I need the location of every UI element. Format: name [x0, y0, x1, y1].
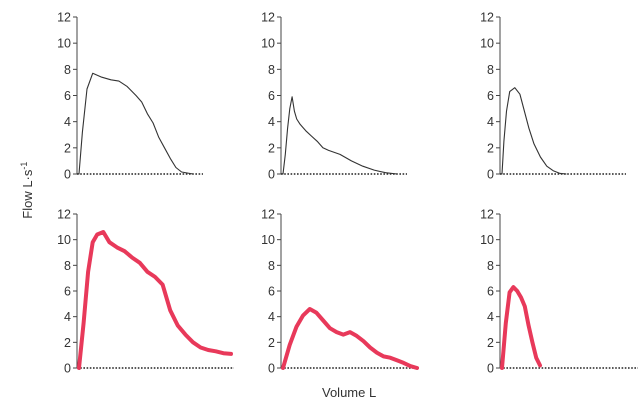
y-tick-label: 4 [268, 115, 275, 129]
y-tick-label: 8 [268, 259, 275, 273]
y-tick-label: 0 [268, 168, 275, 182]
y-tick-label: 2 [64, 141, 71, 155]
y-tick-label: 6 [487, 285, 494, 299]
y-tick-label: 4 [487, 115, 494, 129]
y-tick-label: 8 [64, 63, 71, 77]
panel-top-right: 0 2 4 6 8 10 12 [480, 11, 626, 182]
y-tick-label: 12 [480, 208, 494, 222]
flow-volume-curve [281, 307, 419, 370]
y-tick-label: 2 [268, 141, 275, 155]
y-tick-label: 6 [268, 285, 275, 299]
y-axis-label: Flow L·s-1 [18, 161, 36, 219]
y-tick-label: 8 [268, 63, 275, 77]
y-tick-label: 4 [64, 310, 71, 324]
y-tick-label: 10 [57, 233, 71, 247]
y-tick-label: 0 [268, 362, 275, 376]
panel-bottom-middle: 0 2 4 6 8 10 12 [261, 208, 419, 376]
panel-bottom-left: 0 2 4 6 8 10 12 [57, 208, 234, 376]
y-tick-label: 8 [64, 259, 71, 273]
y-tick-label: 12 [261, 208, 275, 222]
y-tick-label: 8 [487, 63, 494, 77]
y-tick-label: 10 [261, 233, 275, 247]
y-tick-label: 12 [480, 11, 494, 25]
y-tick-label: 10 [57, 37, 71, 51]
y-tick-label: 12 [57, 208, 71, 222]
y-tick-label: 12 [261, 11, 275, 25]
y-tick-label: 12 [57, 11, 71, 25]
flow-volume-curve [282, 96, 398, 175]
y-tick-label: 10 [480, 233, 494, 247]
flow-volume-curve [77, 230, 233, 370]
y-tick-label: 4 [268, 310, 275, 324]
y-tick-label: 10 [480, 37, 494, 51]
y-tick-label: 0 [487, 168, 494, 182]
x-axis-label: Volume L [322, 385, 377, 400]
flow-volume-curve [500, 285, 542, 370]
y-tick-label: 6 [487, 89, 494, 103]
y-tick-label: 6 [268, 89, 275, 103]
y-tick-label: 8 [487, 259, 494, 273]
y-tick-label: 6 [64, 285, 71, 299]
y-tick-label: 0 [64, 362, 71, 376]
y-tick-label: 10 [261, 37, 275, 51]
y-tick-label: 2 [64, 336, 71, 350]
y-tick-label: 6 [64, 89, 71, 103]
y-tick-label: 2 [487, 336, 494, 350]
panel-top-middle: 0 2 4 6 8 10 12 [261, 11, 407, 182]
y-tick-label: 2 [487, 141, 494, 155]
y-tick-label: 4 [64, 115, 71, 129]
y-tick-label: 4 [487, 310, 494, 324]
y-tick-label: 0 [487, 362, 494, 376]
panel-top-left: 0 2 4 6 8 10 12 [57, 11, 203, 182]
panel-bottom-right: 0 2 4 6 8 10 12 [480, 208, 638, 376]
flow-volume-curve [501, 87, 567, 175]
y-tick-label: 2 [268, 336, 275, 350]
y-tick-label: 0 [64, 168, 71, 182]
flow-volume-curve [78, 72, 194, 175]
